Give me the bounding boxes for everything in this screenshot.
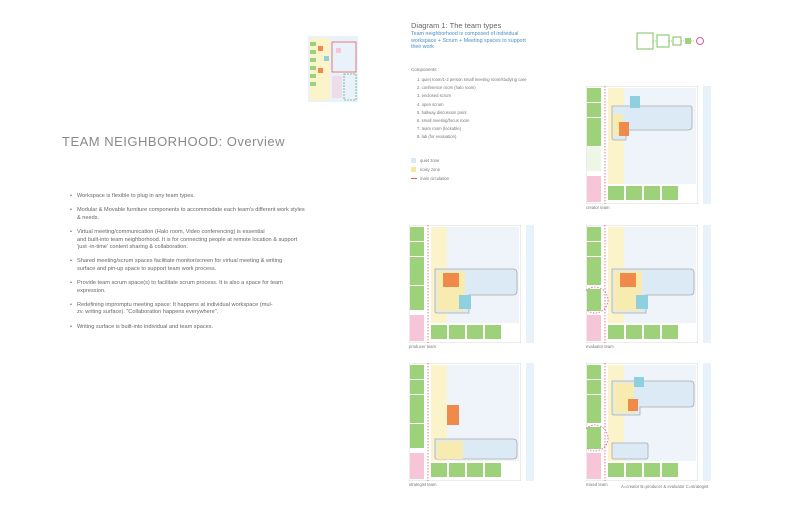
- zone-circulation: main circulation: [411, 174, 449, 183]
- quiet-zone-swatch: [411, 158, 416, 163]
- panel-label: producer team: [409, 344, 436, 349]
- window-strip: [526, 225, 534, 343]
- page-title: TEAM NEIGHBORHOOD: Overview: [62, 134, 285, 149]
- diagram-title: Diagram 1: The team types: [411, 21, 502, 30]
- panel-evaluator-team: evaluator team: [586, 225, 698, 349]
- component-item: 7. team room (lockable): [417, 126, 461, 132]
- component-item: 1. quiet room/1-2 person small meeting r…: [417, 77, 527, 82]
- components-list: Components : 1. quiet room/1-2 person sm…: [411, 67, 561, 142]
- zone-quiet: quiet zone: [411, 156, 449, 165]
- panel-label: strategist team: [409, 482, 437, 487]
- bullet-list: Workspace is flexible to plug in any tea…: [70, 193, 350, 338]
- panel-mixed-team: mixed team: [586, 363, 698, 487]
- panel-strategist-team: strategist team: [409, 363, 521, 487]
- mixed-team-legend: A=creator B=producer & evaluator C=strat…: [621, 484, 709, 489]
- site-plan-thumbnail: [296, 28, 372, 108]
- panel-producer-team: producer team: [409, 225, 521, 349]
- bullet-item: Shared meeting/scrum spaces facilitate m…: [70, 258, 350, 273]
- bullet-item: Workspace is flexible to plug in any tea…: [70, 193, 350, 201]
- noisy-zone-swatch: [411, 167, 416, 172]
- component-item: 4. open scrum: [417, 101, 444, 107]
- panel-label: evaluator team: [586, 344, 614, 349]
- window-strip: [703, 225, 711, 343]
- bullet-item: Redefining impromptu meeting space: It h…: [70, 302, 350, 317]
- zone-label: main circulation: [420, 176, 450, 181]
- window-strip: [526, 363, 534, 481]
- panel-label: mixed team: [586, 482, 608, 487]
- window-strip: [703, 86, 711, 204]
- zone-label: noisy zone: [420, 167, 441, 172]
- panel-label: creator team: [586, 205, 610, 210]
- zone-legend: quiet zone noisy zone main circulation: [411, 156, 449, 183]
- bullet-item: Provide team scrum space(s) to facilitat…: [70, 280, 350, 295]
- window-strip: [703, 363, 711, 481]
- components-header: Components :: [411, 67, 440, 72]
- zone-label: quiet zone: [420, 158, 440, 163]
- component-item: 3. enclosed scrum: [417, 93, 451, 99]
- component-item: 8. lab (for evaluation): [417, 134, 457, 140]
- component-item: 5. hallway discussion point: [417, 109, 467, 115]
- diagram-subtitle: Team neighborhood is composed of individ…: [411, 31, 526, 51]
- zone-noisy: noisy zone: [411, 165, 449, 174]
- panel-creator-team: creator team: [586, 86, 698, 210]
- bullet-item: Writing surface is built-into individual…: [70, 324, 350, 332]
- bullet-item: Modular & Movable furniture components t…: [70, 207, 350, 222]
- circulation-line-swatch: [411, 178, 417, 179]
- component-item: 6. small meeting/focus room: [417, 118, 470, 124]
- module-sequence-legend: [636, 32, 704, 50]
- component-item: 2. conference room (halo room): [417, 85, 476, 91]
- bullet-item: Virtual meeting/communication (Halo room…: [70, 229, 350, 251]
